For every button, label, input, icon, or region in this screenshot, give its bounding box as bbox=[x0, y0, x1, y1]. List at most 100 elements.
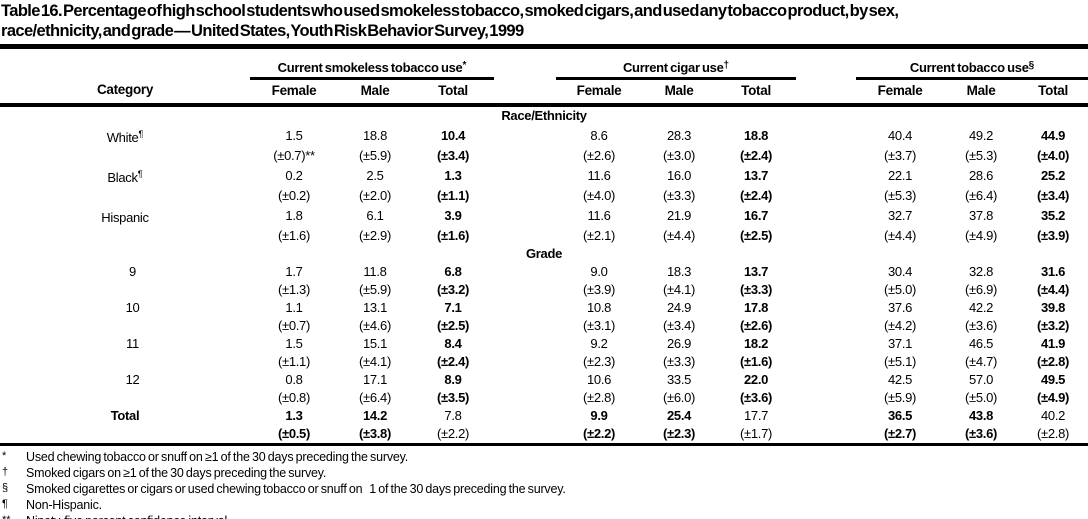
cell-value: 22.1 bbox=[887, 168, 913, 183]
row-label-empty bbox=[0, 317, 250, 335]
statistics-table: Current smokeless tobacco use* Current c… bbox=[0, 57, 1088, 446]
cell-ci: (±4.2) bbox=[884, 318, 917, 333]
group-header-cigar: Current cigar use† bbox=[556, 57, 797, 80]
row-label-empty bbox=[0, 227, 250, 245]
cell-spacer bbox=[494, 227, 556, 245]
cell-value: 28.3 bbox=[666, 128, 692, 143]
cell-value: 7.8 bbox=[444, 408, 462, 423]
row-label: 11 bbox=[0, 335, 250, 353]
cell-ci: (±2.7) bbox=[884, 426, 917, 441]
cell-ci: (±2.1) bbox=[582, 228, 616, 243]
cell-ci: (±6.4) bbox=[358, 390, 392, 405]
cell-value: 1.8 bbox=[285, 208, 303, 223]
row-label-total: Total bbox=[0, 407, 250, 425]
cell-ci: (±3.4) bbox=[436, 148, 470, 163]
cell-value: 7.1 bbox=[444, 300, 462, 315]
cell-value: 9.0 bbox=[590, 264, 608, 279]
cell-value: 22.0 bbox=[743, 372, 769, 387]
table-row-total-ci: (±0.5) (±3.8) (±2.2) (±2.2) (±2.3) (±1.7… bbox=[0, 425, 1088, 445]
col-header-male: Male bbox=[944, 78, 1019, 107]
table-row: Hispanic 1.8 6.1 3.9 11.6 21.9 16.7 32.7… bbox=[0, 205, 1088, 227]
cell-value: 10.4 bbox=[440, 128, 466, 143]
row-label-sup: ¶ bbox=[138, 129, 144, 139]
cell-value: 40.2 bbox=[1041, 408, 1066, 423]
cell-ci: (±2.6) bbox=[582, 148, 616, 163]
cell-ci: (±3.2) bbox=[1037, 318, 1070, 333]
footnote-text: Smoked cigars on ≥1 of the 30 days prece… bbox=[26, 466, 327, 480]
cell-ci: (±4.4) bbox=[1037, 282, 1070, 297]
table-row-total: Total 1.3 14.2 7.8 9.9 25.4 17.7 36.5 43… bbox=[0, 407, 1088, 425]
cell-ci: (±5.3) bbox=[965, 148, 998, 163]
cell-ci: (±6.4) bbox=[965, 188, 998, 203]
row-label-text: 10 bbox=[125, 300, 140, 315]
cell-value: 17.1 bbox=[362, 372, 388, 387]
cell-spacer bbox=[796, 425, 856, 445]
cell-value: 31.6 bbox=[1041, 264, 1066, 279]
cell-value: 1.5 bbox=[285, 336, 303, 351]
row-label: 12 bbox=[0, 371, 250, 389]
cell-value: 49.2 bbox=[968, 128, 994, 143]
cell-spacer bbox=[796, 227, 856, 245]
col-header-male: Male bbox=[642, 78, 717, 107]
group-header-sup: * bbox=[462, 60, 467, 71]
cell-value: 18.3 bbox=[666, 264, 692, 279]
cell-spacer bbox=[796, 205, 856, 227]
cell-value: 18.2 bbox=[743, 336, 769, 351]
cell-ci: (±3.8) bbox=[358, 426, 392, 441]
section-row: Race/Ethnicity bbox=[0, 105, 1088, 125]
group-header-smokeless: Current smokeless tobacco use* bbox=[250, 57, 495, 80]
cell-value: 21.9 bbox=[666, 208, 692, 223]
cell-ci: (±4.4) bbox=[884, 228, 917, 243]
cell-value: 36.5 bbox=[887, 408, 913, 423]
cell-spacer bbox=[796, 335, 856, 353]
cell-spacer bbox=[796, 125, 856, 147]
table-row: White¶ 1.5 18.8 10.4 8.6 28.3 18.8 40.4 … bbox=[0, 125, 1088, 147]
cell-value: 1.1 bbox=[285, 300, 303, 315]
cell-value: 35.2 bbox=[1041, 208, 1066, 223]
footnote: **Ninety-five percent confidence interva… bbox=[2, 513, 1088, 519]
col-header-total: Total bbox=[1018, 78, 1088, 107]
table-title: Table 16. Percentage of high school stud… bbox=[0, 0, 1088, 49]
cell-ci: (±4.1) bbox=[662, 282, 696, 297]
cell-value: 1.3 bbox=[285, 408, 303, 423]
cell-spacer bbox=[494, 299, 556, 317]
col-header-category: Category bbox=[0, 78, 250, 107]
cell-ci: (±3.3) bbox=[739, 282, 773, 297]
cell-value: 32.8 bbox=[968, 264, 994, 279]
cell-spacer bbox=[494, 317, 556, 335]
cell-value: 13.7 bbox=[743, 168, 769, 183]
cell-value: 16.7 bbox=[743, 208, 769, 223]
column-header-row: Category Female Male Total Female Male T… bbox=[0, 78, 1088, 107]
cell-value: 26.9 bbox=[666, 336, 692, 351]
cell-ci: (±4.1) bbox=[358, 354, 392, 369]
cell-ci: (±5.9) bbox=[884, 390, 917, 405]
cell-ci: (±1.6) bbox=[436, 228, 470, 243]
group-header-spacer bbox=[494, 57, 556, 79]
cell-ci: (±3.1) bbox=[582, 318, 616, 333]
cell-value: 13.1 bbox=[362, 300, 388, 315]
cell-ci: (±3.9) bbox=[1037, 228, 1070, 243]
row-label: 9 bbox=[0, 263, 250, 281]
row-label-empty bbox=[0, 187, 250, 205]
cell-ci: (±0.8) bbox=[277, 390, 311, 405]
cell-value: 40.4 bbox=[887, 128, 913, 143]
group-header-sup: † bbox=[723, 60, 730, 71]
group-header-spacer bbox=[0, 57, 250, 79]
cell-spacer bbox=[494, 407, 556, 425]
row-label-text: 9 bbox=[129, 264, 136, 279]
footnote-marker: † bbox=[2, 466, 9, 478]
cell-ci: (±6.9) bbox=[965, 282, 998, 297]
cell-spacer bbox=[494, 187, 556, 205]
cell-spacer bbox=[494, 353, 556, 371]
footnote: ¶ Non-Hispanic. bbox=[2, 497, 1088, 513]
table-row: 9 1.7 11.8 6.8 9.0 18.3 13.7 30.4 32.8 3… bbox=[0, 263, 1088, 281]
footnote: § Smoked cigarettes or cigars or used che… bbox=[2, 481, 1088, 497]
col-header-spacer bbox=[796, 78, 857, 107]
cell-value: 37.6 bbox=[887, 300, 913, 315]
cell-ci: (±5.1) bbox=[884, 354, 917, 369]
cell-spacer bbox=[494, 389, 556, 407]
col-header-total: Total bbox=[412, 78, 495, 107]
cell-ci: (±6.0) bbox=[662, 390, 696, 405]
cell-spacer bbox=[796, 263, 856, 281]
cell-ci: (±1.3) bbox=[277, 282, 311, 297]
